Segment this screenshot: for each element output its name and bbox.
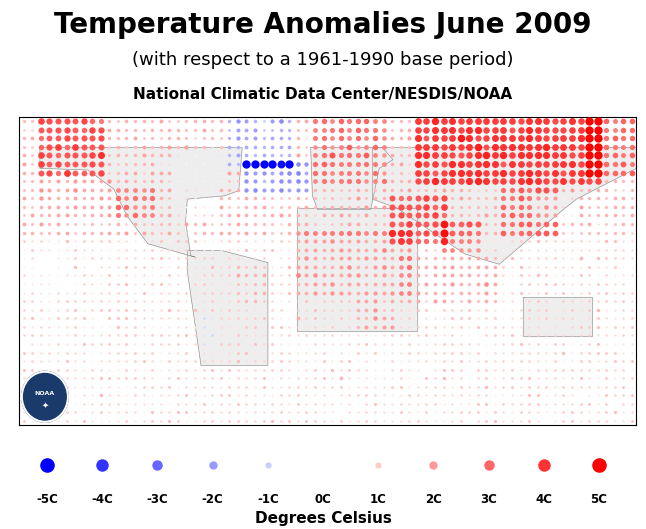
Text: NOAA: NOAA [35, 391, 55, 396]
Text: Degrees Celsius: Degrees Celsius [255, 512, 391, 526]
Text: 5C: 5C [590, 492, 607, 506]
Text: 4C: 4C [536, 492, 552, 506]
Circle shape [24, 373, 67, 420]
Circle shape [22, 371, 68, 422]
Text: 1C: 1C [370, 492, 387, 506]
Text: National Climatic Data Center/NESDIS/NOAA: National Climatic Data Center/NESDIS/NOA… [134, 87, 512, 102]
Polygon shape [311, 148, 393, 209]
Text: -5C: -5C [36, 492, 58, 506]
Text: -4C: -4C [91, 492, 113, 506]
Text: 2C: 2C [425, 492, 442, 506]
Text: 0C: 0C [315, 492, 331, 506]
Text: -3C: -3C [147, 492, 168, 506]
Text: 3C: 3C [480, 492, 497, 506]
Text: -1C: -1C [257, 492, 278, 506]
Polygon shape [40, 148, 242, 258]
Text: -2C: -2C [202, 492, 224, 506]
Polygon shape [523, 297, 592, 336]
Text: Temperature Anomalies June 2009: Temperature Anomalies June 2009 [54, 11, 592, 39]
Circle shape [22, 371, 68, 422]
Polygon shape [187, 251, 268, 366]
Polygon shape [297, 208, 417, 331]
Text: (with respect to a 1961-1990 base period): (with respect to a 1961-1990 base period… [132, 51, 514, 69]
Text: ✦: ✦ [41, 400, 48, 409]
Polygon shape [372, 148, 636, 264]
